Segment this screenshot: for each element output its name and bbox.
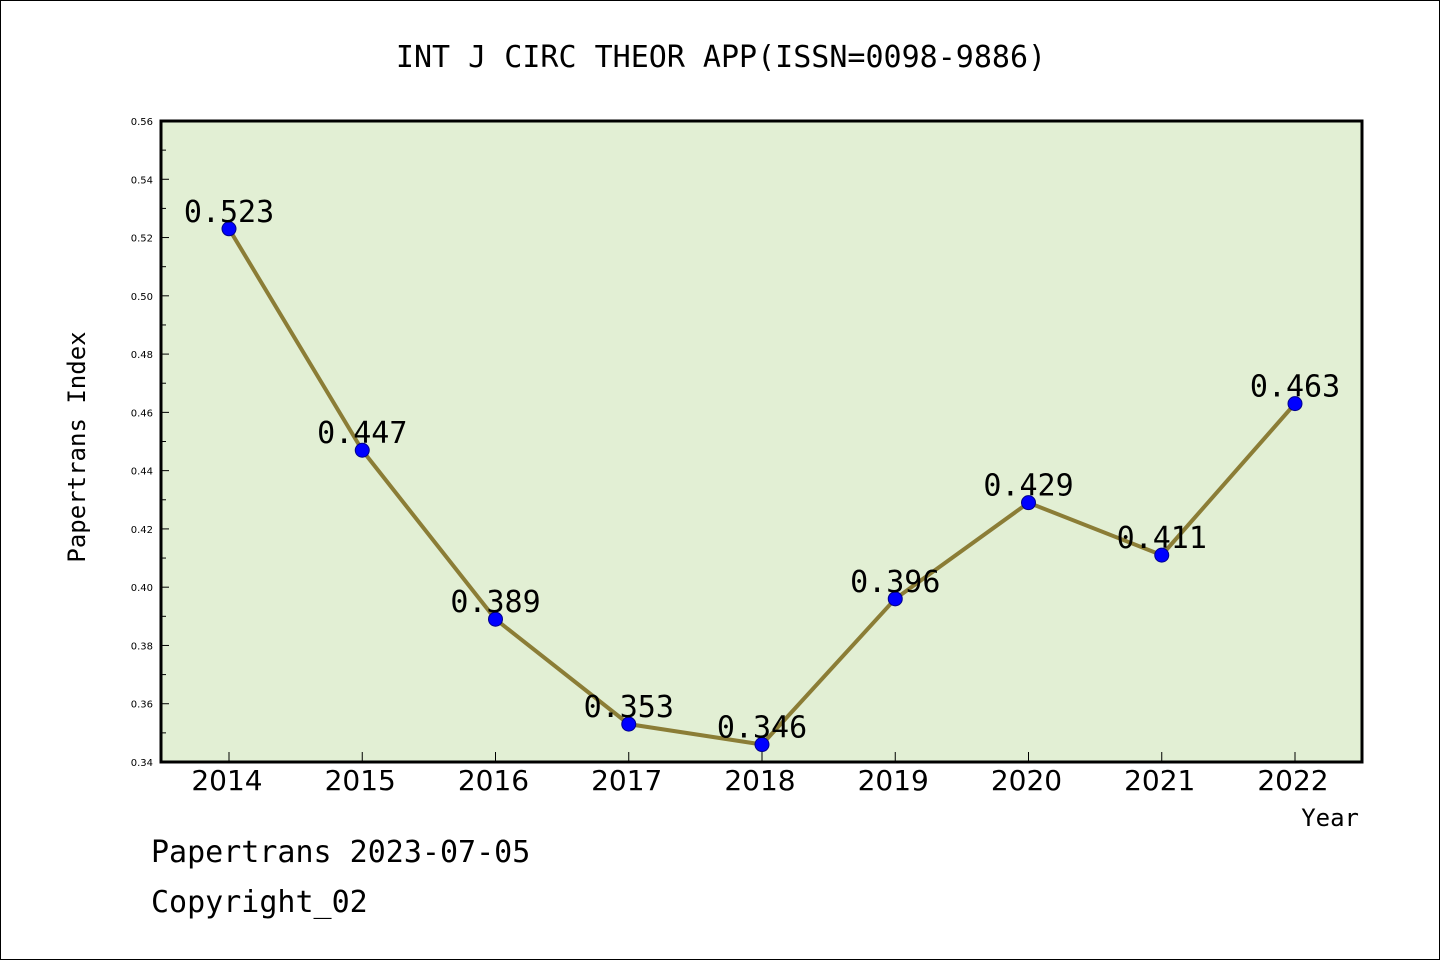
x-axis-label: Year <box>1301 804 1359 832</box>
data-label: 0.411 <box>1117 521 1207 556</box>
x-tick-label: 2021 <box>1124 764 1195 797</box>
data-label: 0.523 <box>184 195 274 230</box>
y-tick-label: 0.40 <box>131 583 153 594</box>
data-point <box>621 716 637 732</box>
y-tick-label: 0.50 <box>131 292 153 303</box>
data-label: 0.389 <box>450 585 540 620</box>
data-label: 0.396 <box>850 565 940 600</box>
data-label: 0.353 <box>584 690 674 725</box>
y-tick-label: 0.48 <box>131 350 153 361</box>
x-tick-label: 2014 <box>191 764 262 797</box>
chart-title: INT J CIRC THEOR APP(ISSN=0098-9886) <box>396 40 1046 75</box>
source-date-text: Papertrans 2023-07-05 <box>151 835 531 870</box>
x-axis: 2014 2015 2016 2017 2018 2019 2020 2021 2022 <box>191 752 1329 797</box>
x-tick-label: 2015 <box>325 764 396 797</box>
data-point <box>1154 547 1170 563</box>
copyright-text: Copyright_02 <box>151 885 368 920</box>
x-tick-label: 2018 <box>724 764 795 797</box>
y-tick-label: 0.44 <box>131 467 153 478</box>
y-tick-label: 0.46 <box>131 408 153 419</box>
x-tick-label: 2017 <box>591 764 662 797</box>
data-labels: 0.523 0.447 0.389 0.353 0.346 0.396 0.429 0.411… <box>184 195 1340 746</box>
y-tick-label: 0.56 <box>131 117 153 128</box>
data-label: 0.463 <box>1250 370 1340 405</box>
data-point <box>354 442 370 458</box>
data-point <box>754 737 770 753</box>
y-tick-label: 0.54 <box>131 175 153 186</box>
y-axis-label: Papertrans Index <box>63 331 91 562</box>
y-tick-label: 0.42 <box>131 525 153 536</box>
data-point <box>887 591 903 607</box>
data-point <box>488 611 503 627</box>
x-tick-label: 2020 <box>991 764 1062 797</box>
data-label: 0.429 <box>983 469 1073 504</box>
y-axis: 0.34 0.36 0.38 0.40 0.42 0.44 0.46 0.48 0.50 0.52… <box>131 117 169 769</box>
y-tick-label: 0.38 <box>131 641 153 652</box>
y-tick-label: 0.36 <box>131 700 153 711</box>
x-tick-label: 2022 <box>1257 764 1328 797</box>
data-point <box>1021 495 1036 511</box>
data-point <box>221 221 237 237</box>
data-label: 0.346 <box>717 711 807 746</box>
data-point <box>1287 396 1303 412</box>
y-tick-label: 0.34 <box>131 758 153 769</box>
data-label: 0.447 <box>317 416 407 451</box>
y-tick-label: 0.52 <box>131 234 153 245</box>
x-tick-label: 2019 <box>858 764 929 797</box>
plot-area <box>159 119 1364 764</box>
data-points <box>221 221 1303 753</box>
x-tick-label: 2016 <box>458 764 529 797</box>
